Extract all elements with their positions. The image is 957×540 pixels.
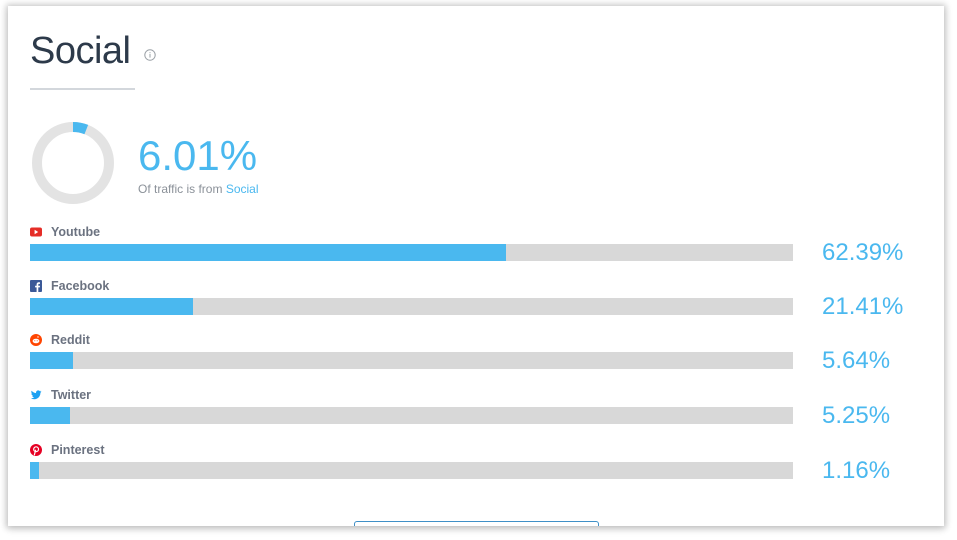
- social-card: Social 6.01% Of traffic is from Social Y…: [8, 6, 944, 526]
- share-bar-track: [30, 407, 793, 424]
- share-bar-track: [30, 352, 793, 369]
- twitter-icon: [30, 390, 42, 400]
- share-bar-fill: [30, 462, 39, 479]
- source-name: Facebook: [51, 279, 110, 293]
- source-percentage: 1.16%: [822, 457, 891, 484]
- source-row-youtube: Youtube 62.39%: [30, 225, 910, 279]
- source-percentage: 5.25%: [822, 402, 891, 429]
- donut-share-arc: [32, 122, 114, 204]
- share-bar-track: [30, 462, 793, 479]
- source-row-twitter: Twitter 5.25%: [30, 388, 910, 442]
- traffic-caption-text: Of traffic is from: [138, 182, 223, 196]
- social-traffic-percentage: 6.01%: [138, 132, 258, 179]
- reddit-icon: [30, 334, 42, 346]
- share-bar-fill: [30, 298, 194, 315]
- share-bar-fill: [30, 407, 71, 424]
- source-percentage: 5.64%: [822, 347, 891, 374]
- youtube-icon: [30, 227, 42, 237]
- see-more-button[interactable]: [354, 521, 599, 526]
- source-percentage: 62.39%: [822, 239, 904, 266]
- info-icon[interactable]: [144, 49, 156, 61]
- pinterest-icon: [30, 444, 42, 456]
- social-link[interactable]: Social: [225, 182, 259, 196]
- source-row-facebook: Facebook 21.41%: [30, 279, 910, 333]
- source-name: Reddit: [51, 333, 90, 347]
- source-name: Twitter: [51, 388, 92, 402]
- facebook-icon: [30, 280, 42, 292]
- share-bar-fill: [30, 352, 74, 369]
- share-bar-track: [30, 244, 793, 261]
- share-bar-fill: [30, 244, 507, 261]
- source-percentage: 21.41%: [822, 293, 904, 320]
- source-name: Pinterest: [51, 443, 105, 457]
- traffic-share-donut: [32, 122, 114, 204]
- source-row-pinterest: Pinterest 1.16%: [30, 443, 910, 497]
- source-row-reddit: Reddit 5.64%: [30, 333, 910, 387]
- traffic-caption: Of traffic is from Social: [138, 182, 259, 196]
- share-bar-track: [30, 298, 793, 315]
- source-name: Youtube: [51, 225, 101, 239]
- card-title: Social: [30, 30, 131, 72]
- title-underline: [30, 88, 135, 90]
